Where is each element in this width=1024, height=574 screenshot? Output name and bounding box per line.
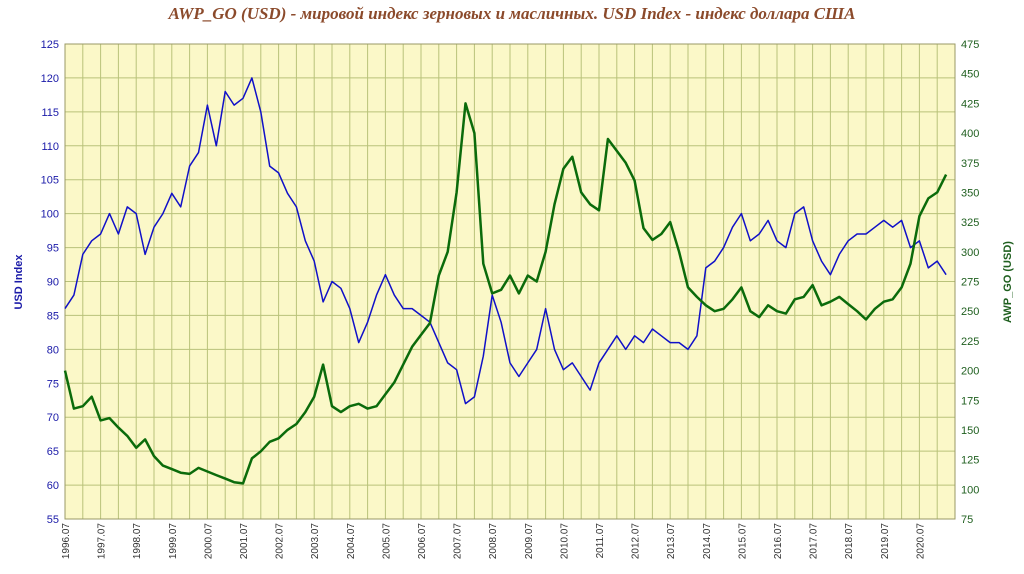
- x-tick-label: 2017.07: [809, 523, 820, 560]
- right-axis-ticks: 75 100 125 150 175 200 225 250 275 300 325 350 375 40…: [961, 39, 979, 526]
- x-tick-label: 2011.07: [595, 523, 606, 559]
- awp-go-line: [63, 102, 948, 485]
- series-lines: [63, 77, 948, 485]
- x-axis-ticks: 1996.07 1997.07 1998.07 1999.07 2000.07 2001.…: [61, 523, 926, 560]
- x-tick-label: 1999.07: [168, 523, 179, 560]
- y-left-tick-label: 95: [47, 243, 59, 255]
- x-tick-label: 2019.07: [880, 523, 891, 560]
- y-right-tick-label: 125: [961, 455, 979, 467]
- y-left-tick-label: 115: [41, 107, 59, 119]
- y-left-tick-label: 110: [41, 141, 59, 153]
- y-right-tick-label: 200: [961, 366, 979, 378]
- y-right-tick-label: 450: [961, 69, 979, 81]
- x-tick-label: 2000.07: [203, 523, 214, 560]
- y-right-tick-label: 475: [961, 39, 979, 51]
- y-right-tick-label: 375: [961, 158, 979, 170]
- x-tick-label: 2004.07: [346, 523, 357, 560]
- y-left-tick-label: 90: [47, 277, 59, 289]
- y-left-axis-label: USD Index: [13, 254, 25, 310]
- x-tick-label: 2003.07: [310, 523, 321, 560]
- y-right-tick-label: 225: [961, 336, 979, 348]
- y-right-tick-label: 100: [961, 484, 979, 496]
- y-right-tick-label: 175: [961, 395, 979, 407]
- y-left-tick-label: 105: [41, 175, 59, 187]
- y-left-tick-label: 120: [41, 73, 59, 85]
- usd-index-line: [64, 77, 947, 405]
- x-tick-label: 2020.07: [915, 523, 926, 560]
- y-right-tick-label: 75: [961, 514, 973, 526]
- x-tick-label: 2015.07: [737, 523, 748, 560]
- x-tick-label: 2007.07: [453, 523, 464, 560]
- y-right-tick-label: 275: [961, 277, 979, 289]
- y-left-tick-label: 80: [47, 344, 59, 356]
- y-right-axis-label: AWP_GO (USD): [1002, 241, 1014, 323]
- x-tick-label: 2012.07: [631, 523, 642, 560]
- y-left-tick-label: 55: [47, 514, 59, 526]
- y-right-tick-label: 325: [961, 217, 979, 229]
- x-tick-label: 1997.07: [97, 523, 108, 560]
- y-left-tick-label: 60: [47, 480, 59, 492]
- y-right-tick-label: 150: [961, 425, 979, 437]
- y-left-tick-label: 70: [47, 412, 59, 424]
- x-tick-label: 2018.07: [844, 523, 855, 560]
- x-tick-label: 2010.07: [559, 523, 570, 560]
- y-right-tick-label: 250: [961, 306, 979, 318]
- x-tick-label: 2016.07: [773, 523, 784, 560]
- x-tick-label: 2014.07: [702, 523, 713, 560]
- y-left-tick-label: 125: [41, 39, 59, 51]
- y-left-tick-label: 100: [41, 209, 59, 221]
- x-tick-label: 2002.07: [275, 523, 286, 560]
- y-right-tick-label: 425: [961, 98, 979, 110]
- y-right-tick-label: 300: [961, 247, 979, 259]
- x-tick-label: 2005.07: [381, 523, 392, 560]
- plot-frame: [64, 43, 956, 520]
- x-tick-label: 2009.07: [524, 523, 535, 560]
- chart-title: AWP_GO (USD) - мировой индекс зерновых и…: [168, 4, 856, 23]
- x-tick-label: 2008.07: [488, 523, 499, 560]
- y-left-tick-label: 75: [47, 378, 59, 390]
- y-right-tick-label: 350: [961, 187, 979, 199]
- left-axis-ticks: 55 60 65 70 75 80 85 90 95 100 105 110 115 120 125: [41, 39, 59, 526]
- x-tick-label: 1996.07: [61, 523, 72, 560]
- y-right-tick-label: 400: [961, 128, 979, 140]
- x-tick-label: 1998.07: [132, 523, 143, 560]
- x-tick-label: 2001.07: [239, 523, 250, 560]
- y-left-tick-label: 85: [47, 310, 59, 322]
- x-tick-label: 2013.07: [666, 523, 677, 560]
- x-tick-label: 2006.07: [417, 523, 428, 560]
- y-left-tick-label: 65: [47, 446, 59, 458]
